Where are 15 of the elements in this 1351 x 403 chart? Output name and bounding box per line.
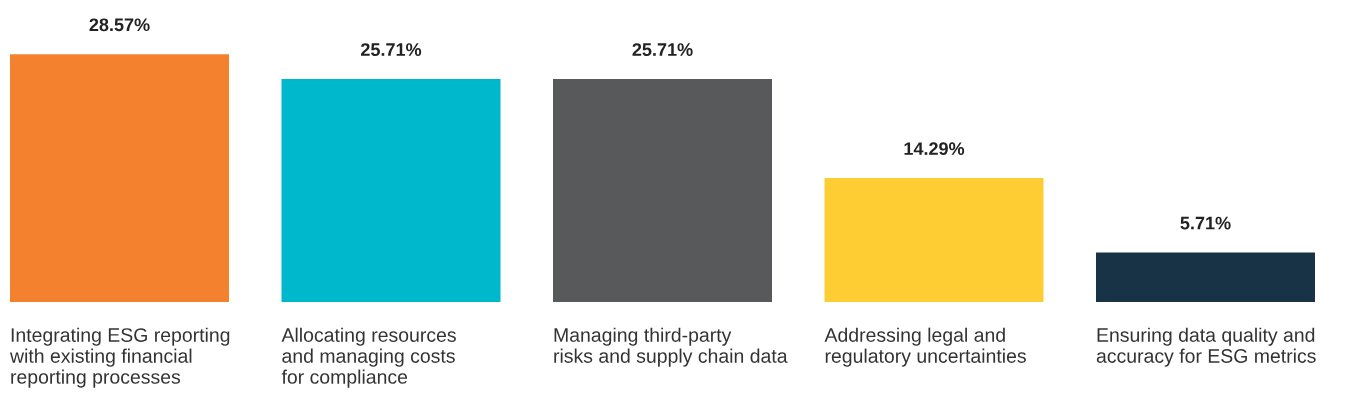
bar (1096, 252, 1315, 302)
bar (824, 178, 1044, 302)
x-tick-label: Ensuring data quality and accuracy for ESG metrics (1096, 327, 1316, 367)
data-label: 28.57% (89, 18, 150, 32)
data-label: 14.29% (904, 142, 965, 156)
data-label: 5.71% (1180, 216, 1231, 230)
x-tick-label: Integrating ESG reporting with existing financial reporting processes (9, 327, 230, 388)
bar (553, 78, 772, 302)
x-tick-label: Managing third-party risks and supply chain data (554, 327, 788, 367)
bar (10, 54, 229, 302)
bar (281, 78, 501, 302)
data-label: 25.71% (361, 43, 422, 56)
data-label: 25.71% (632, 43, 693, 56)
x-tick-label: Addressing legal and regulatory uncertainties (824, 327, 1026, 367)
x-tick-label: Allocating resources and managing costs for compliance (281, 327, 456, 388)
